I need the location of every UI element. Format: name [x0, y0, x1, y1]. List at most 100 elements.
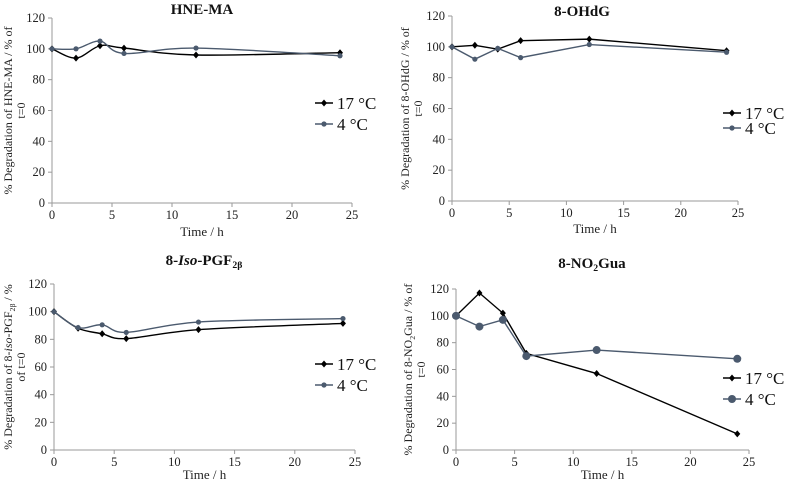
text-part: 2	[408, 336, 417, 340]
data-point-4c	[498, 315, 507, 324]
chart-panel-2: 0 5 10 15 20 25 0 20 40 60 80 100 120 8-OHdG Time / h%…	[398, 4, 784, 236]
chart-panel-3: 0 5 10 15 20 25 0 20 40 60 80 100 120 8-Iso-PGF2β​ Tim…	[1, 253, 376, 482]
y-tick-label: 60	[33, 104, 46, 118]
x-tick-label: 20	[289, 455, 302, 469]
data-point-4c	[592, 346, 601, 355]
x-tick-label: 0	[453, 455, 459, 469]
data-point-4c	[522, 352, 531, 361]
series-line-17c	[451, 38, 727, 52]
y-tick-label: 0	[439, 194, 445, 208]
legend-marker	[729, 109, 735, 117]
data-point-4c	[195, 319, 202, 325]
data-point-4c	[340, 315, 346, 322]
data-point-4c	[449, 44, 455, 50]
y-tick-label: 120	[28, 277, 47, 291]
data-point-17c	[471, 41, 478, 49]
data-point-4c	[452, 311, 460, 320]
text-part: 2β	[232, 260, 242, 271]
data-point-4c	[475, 322, 484, 331]
chart-panel-1: 0 5 10 15 20 25 0 20 40 60 80 100 120 HNE-MA Time / h%…	[1, 2, 376, 239]
y-tick-label: 100	[28, 305, 47, 319]
data-point-17c	[734, 430, 741, 438]
y-tick-label: 40	[437, 389, 450, 403]
y-tick-label: 80	[33, 73, 46, 87]
y-tick-label: 20	[35, 415, 48, 429]
data-point-4c	[121, 50, 127, 57]
text-part: 8-OHdG	[554, 4, 610, 20]
data-point-4c	[723, 49, 730, 55]
data-point-17c	[97, 42, 103, 50]
y-tick-label: 40	[33, 134, 46, 148]
text-part: Gua / % of	[401, 284, 415, 336]
series-line-4c	[451, 43, 727, 60]
y-axis-label: t=0	[14, 102, 28, 118]
x-axis-label: Time / h	[581, 467, 625, 482]
y-axis-label: % Degradation of HNE-MA / % of	[1, 27, 15, 195]
y-tick-label: 100	[26, 42, 45, 56]
x-tick-label: 20	[286, 208, 299, 222]
y-axis-label: % Degradation of 8-iso-PGF2β​ / %	[1, 284, 17, 450]
legend-item-4c: 4 °C	[723, 390, 776, 409]
text-part: t=0	[14, 102, 28, 118]
text-part: of t=0	[14, 352, 28, 381]
data-point-4c	[472, 56, 478, 62]
y-tick-label: 40	[433, 132, 446, 146]
y-tick-label: 100	[426, 40, 445, 54]
x-tick-label: 10	[166, 208, 179, 222]
y-tick-label: 20	[437, 416, 450, 430]
data-point-4c	[73, 46, 79, 52]
data-point-17c	[339, 319, 346, 327]
legend-marker	[321, 121, 327, 127]
text-part: iso	[1, 337, 15, 351]
data-point-4c	[193, 45, 199, 51]
y-tick-label: 60	[35, 360, 48, 374]
text-part: % Degradation of 8-	[1, 351, 15, 449]
legend-item-4c: 4 °C	[723, 119, 776, 138]
x-tick-label: 5	[506, 206, 512, 220]
x-axis-label: Time / h	[180, 224, 224, 239]
y-tick-label: 120	[430, 282, 449, 296]
chart-title: HNE-MA	[171, 2, 234, 18]
legend-label: 4 °C	[337, 376, 368, 395]
legend-marker	[321, 360, 327, 368]
x-tick-label: 5	[111, 455, 117, 469]
y-tick-label: 100	[430, 309, 449, 323]
x-tick-label: 0	[51, 455, 57, 469]
legend-item-17c: 17 °C	[723, 369, 784, 388]
data-point-4c	[586, 41, 592, 48]
legend-label: 17 °C	[337, 94, 376, 113]
legend-label: 4 °C	[745, 119, 776, 138]
data-point-17c	[193, 51, 199, 59]
data-point-17c	[586, 35, 593, 43]
data-point-17c	[499, 309, 506, 317]
text-part: % Degradation of HNE-MA / % of	[1, 27, 15, 195]
legend-label: 17 °C	[337, 355, 376, 374]
data-point-17c	[476, 289, 483, 297]
x-tick-label: 0	[49, 208, 55, 222]
x-axis-label: Time / h	[183, 467, 227, 482]
legend-label: 4 °C	[745, 390, 776, 409]
text-part: / %	[1, 284, 15, 303]
legend-marker	[728, 395, 736, 403]
x-tick-label: 20	[684, 455, 697, 469]
data-point-17c	[99, 330, 106, 338]
x-tick-label: 5	[109, 208, 115, 222]
text-part: % Degradation of 8-OHdG / % of	[398, 27, 412, 190]
text-part: 2β	[8, 304, 17, 312]
chart-title: 8-NO2​Gua	[558, 256, 626, 274]
data-point-4c	[518, 55, 524, 61]
chart-title: 8-Iso-PGF2β​	[166, 253, 243, 271]
series-line-17c	[455, 292, 738, 435]
x-tick-label: 25	[346, 208, 359, 222]
text-part: -PGF	[197, 253, 232, 269]
text-part: 8-	[166, 253, 179, 269]
x-tick-label: 20	[675, 206, 688, 220]
data-point-4c	[733, 354, 742, 363]
legend-marker	[321, 382, 327, 388]
y-tick-label: 0	[39, 196, 45, 210]
legend-label: 17 °C	[745, 369, 784, 388]
legend-marker	[729, 374, 735, 382]
x-tick-label: 25	[743, 455, 756, 469]
y-axis-label: of t=0	[14, 352, 28, 381]
x-tick-label: 25	[732, 206, 745, 220]
